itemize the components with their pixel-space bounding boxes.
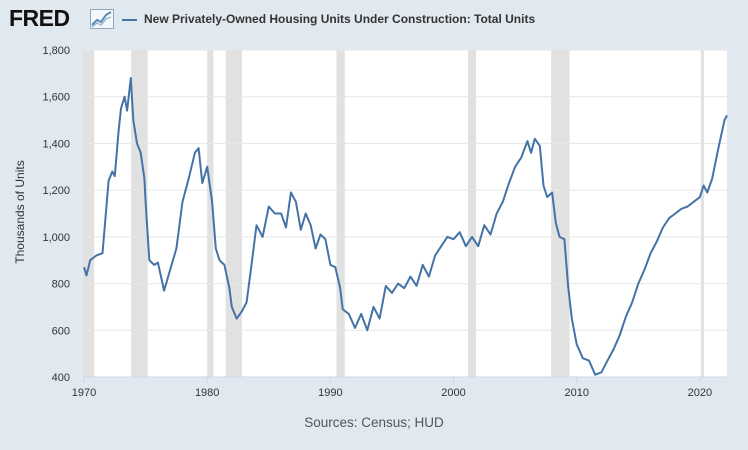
y-tick-label: 1,000 [42, 232, 70, 244]
recession-band [207, 50, 214, 377]
series-line [83, 77, 728, 376]
y-tick-label: 1,800 [42, 45, 70, 57]
recession-band [551, 50, 570, 377]
x-tick-label: 1990 [318, 387, 342, 399]
x-tick-label: 1970 [72, 387, 96, 399]
recession-band [225, 50, 243, 377]
legend-label: New Privately-Owned Housing Units Under … [144, 12, 536, 26]
recession-band [700, 50, 704, 377]
source-note: Sources: Census; HUD [304, 415, 444, 430]
recession-band [336, 50, 345, 377]
y-tick-label: 600 [52, 325, 70, 337]
x-tick-label: 1980 [195, 387, 219, 399]
x-tick-label: 2010 [564, 387, 588, 399]
plot-area [84, 50, 727, 377]
y-axis-label: Thousands of Units [13, 160, 27, 264]
x-tick-label: 2020 [688, 387, 712, 399]
chart-header: FRED New Privately-Owned Housing Units U… [0, 0, 748, 40]
y-tick-label: 400 [52, 372, 70, 384]
y-tick-label: 1,400 [42, 138, 70, 150]
recession-band [467, 50, 477, 377]
recession-band [131, 50, 148, 377]
line-chart: 400 600 800 1,000 1,200 1,400 1,600 1,800 1970 19… [42, 45, 728, 399]
x-tick-label: 2000 [441, 387, 465, 399]
fred-logo[interactable]: FRED [9, 5, 70, 31]
fred-chart-logo-icon [90, 9, 114, 29]
y-tick-label: 1,600 [42, 92, 70, 104]
legend-swatch [122, 19, 137, 21]
recession-band [83, 50, 95, 377]
y-tick-label: 800 [52, 279, 70, 291]
y-tick-label: 1,200 [42, 185, 70, 197]
